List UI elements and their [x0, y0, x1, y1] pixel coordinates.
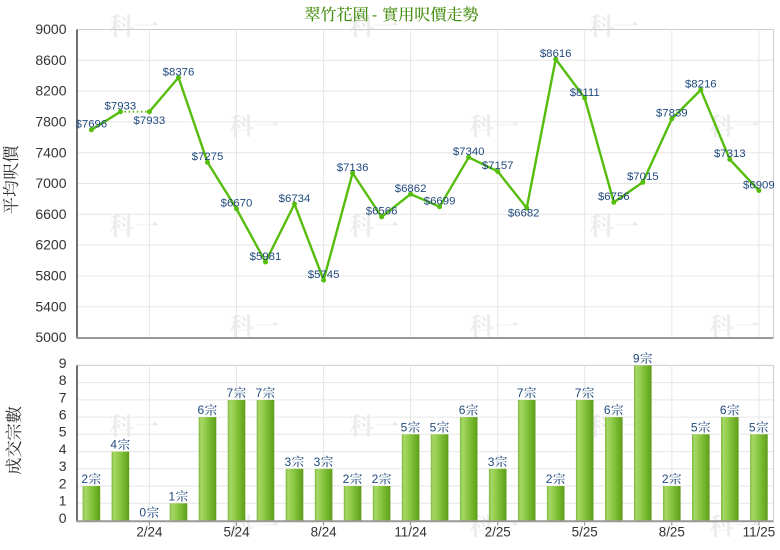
- svg-text:$6670: $6670: [221, 198, 253, 210]
- svg-text:9000: 9000: [35, 21, 66, 37]
- svg-text:2: 2: [372, 472, 379, 486]
- svg-text:8200: 8200: [35, 83, 66, 99]
- svg-text:$7275: $7275: [192, 151, 224, 163]
- svg-text:$8111: $8111: [570, 87, 600, 99]
- svg-text:7: 7: [575, 386, 582, 400]
- svg-text:8/24: 8/24: [311, 524, 338, 539]
- svg-text:$7015: $7015: [627, 171, 659, 183]
- svg-text:7: 7: [517, 386, 524, 400]
- svg-text:6: 6: [604, 403, 611, 417]
- svg-text:$5745: $5745: [308, 269, 340, 281]
- svg-text:0: 0: [59, 510, 67, 526]
- svg-text:1: 1: [169, 489, 176, 503]
- svg-text:5: 5: [691, 420, 698, 434]
- svg-text:7: 7: [256, 386, 263, 400]
- svg-text:11/25: 11/25: [743, 524, 776, 539]
- svg-text:8/25: 8/25: [659, 524, 685, 539]
- svg-text:6: 6: [459, 403, 466, 417]
- svg-text:$7933: $7933: [105, 101, 137, 113]
- svg-text:5000: 5000: [35, 329, 66, 345]
- svg-text:5/25: 5/25: [572, 524, 598, 539]
- svg-text:$6756: $6756: [598, 191, 630, 203]
- svg-text:6: 6: [720, 403, 727, 417]
- svg-text:$7696: $7696: [76, 119, 108, 131]
- svg-text:9: 9: [633, 351, 640, 365]
- svg-text:8600: 8600: [35, 52, 66, 68]
- svg-text:$6699: $6699: [424, 196, 456, 208]
- svg-text:$6566: $6566: [366, 206, 398, 218]
- svg-text:3: 3: [488, 455, 495, 469]
- svg-text:3: 3: [59, 458, 67, 474]
- svg-text:2: 2: [662, 472, 669, 486]
- svg-text:5400: 5400: [35, 298, 66, 314]
- svg-text:$6909: $6909: [743, 179, 775, 191]
- svg-text:6200: 6200: [35, 237, 66, 253]
- svg-text:$5981: $5981: [250, 251, 282, 263]
- svg-text:$7839: $7839: [656, 108, 688, 120]
- svg-text:5: 5: [401, 420, 408, 434]
- svg-text:5: 5: [749, 420, 756, 434]
- svg-text:4: 4: [110, 438, 117, 452]
- svg-text:$8376: $8376: [163, 66, 195, 78]
- svg-text:2/24: 2/24: [136, 524, 163, 539]
- svg-text:1: 1: [59, 493, 67, 509]
- svg-text:-: -: [372, 7, 377, 24]
- svg-text:$6862: $6862: [395, 183, 427, 195]
- svg-text:2/25: 2/25: [485, 524, 511, 539]
- svg-text:7000: 7000: [35, 175, 66, 191]
- svg-text:5/24: 5/24: [223, 524, 250, 539]
- svg-text:$7313: $7313: [714, 148, 746, 160]
- svg-text:$7136: $7136: [337, 162, 369, 174]
- svg-text:0: 0: [139, 506, 146, 520]
- svg-text:$7157: $7157: [482, 160, 514, 172]
- svg-text:9: 9: [59, 355, 67, 371]
- svg-text:$7340: $7340: [453, 146, 485, 158]
- svg-text:2: 2: [81, 472, 88, 486]
- svg-text:6: 6: [198, 403, 205, 417]
- svg-text:4: 4: [59, 441, 67, 457]
- svg-text:5: 5: [59, 424, 67, 440]
- svg-text:3: 3: [285, 455, 292, 469]
- svg-text:2: 2: [343, 472, 350, 486]
- svg-text:5800: 5800: [35, 268, 66, 284]
- svg-text:$6682: $6682: [508, 208, 540, 220]
- svg-text:6: 6: [59, 407, 67, 423]
- svg-text:7: 7: [59, 389, 67, 405]
- svg-text:5: 5: [430, 420, 437, 434]
- svg-text:3: 3: [314, 455, 321, 469]
- svg-text:6600: 6600: [35, 206, 66, 222]
- svg-text:7800: 7800: [35, 114, 66, 130]
- svg-text:8: 8: [59, 372, 67, 388]
- svg-text:7400: 7400: [35, 144, 66, 160]
- svg-text:7: 7: [227, 386, 234, 400]
- svg-text:2: 2: [59, 475, 67, 491]
- svg-text:$8216: $8216: [685, 79, 717, 91]
- svg-text:2: 2: [546, 472, 553, 486]
- svg-text:$7933: $7933: [134, 115, 166, 127]
- svg-text:11/24: 11/24: [394, 524, 427, 539]
- svg-text:$8616: $8616: [540, 48, 572, 60]
- svg-text:$6734: $6734: [279, 193, 311, 205]
